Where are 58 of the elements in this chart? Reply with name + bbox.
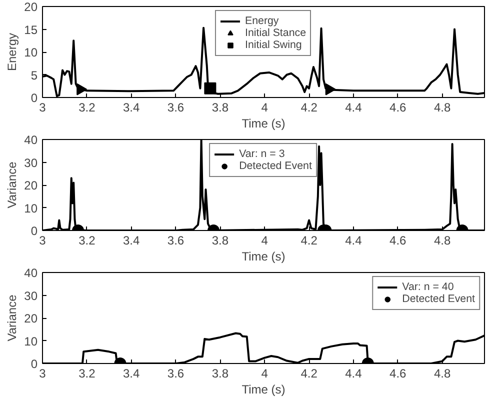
legend-label: Initial Swing <box>244 39 302 51</box>
x-tick-label: 3.8 <box>212 234 229 248</box>
y-tick-label: 0 <box>30 224 38 238</box>
y-tick-label: 15 <box>24 22 38 37</box>
y-tick-label: 10 <box>24 334 38 348</box>
x-tick-label: 3.6 <box>167 100 184 114</box>
y-axis-title: Variance <box>5 161 20 208</box>
legend-label: Energy <box>244 15 279 27</box>
x-tick-label: 3.2 <box>78 100 96 114</box>
legend-label: Detected Event <box>402 293 475 305</box>
legend-label: Var: n = 3 <box>239 148 285 160</box>
x-tick-label: 4.8 <box>434 366 451 380</box>
x-tick-label: 3.4 <box>123 366 140 380</box>
x-axis-title: Time (s) <box>242 116 286 130</box>
x-tick-label: 4 <box>261 366 268 380</box>
x-tick-label: 3.4 <box>123 234 140 248</box>
x-tick-label: 3.8 <box>212 366 229 380</box>
x-axis-title: Time (s) <box>242 250 286 264</box>
x-tick-label: 4.2 <box>300 366 318 380</box>
x-tick-label: 4 <box>261 100 268 114</box>
x-tick-label: 4 <box>261 234 268 248</box>
x-tick-label: 3.2 <box>78 366 96 380</box>
x-tick-label: 3.8 <box>212 100 229 114</box>
y-tick-label: 0 <box>30 91 38 105</box>
x-tick-label: 4.8 <box>434 234 451 248</box>
x-tick-label: 4.4 <box>345 100 362 114</box>
x-tick-label: 3 <box>39 234 46 248</box>
x-tick-label: 3.6 <box>167 366 184 380</box>
y-tick-label: 20 <box>24 0 38 14</box>
y-tick-label: 40 <box>24 266 38 280</box>
x-tick-label: 4.2 <box>300 234 318 248</box>
y-tick-label: 30 <box>24 156 38 170</box>
y-tick-label: 20 <box>24 178 38 192</box>
x-tick-label: 4.6 <box>390 100 407 114</box>
y-tick-label: 20 <box>24 312 38 326</box>
y-tick-label: 30 <box>24 288 38 303</box>
x-tick-label: 4.2 <box>300 100 318 114</box>
x-tick-label: 4.6 <box>390 366 407 380</box>
y-tick-label: 10 <box>24 201 38 216</box>
y-tick-label: 5 <box>30 68 38 82</box>
x-tick-label: 3 <box>39 100 46 114</box>
y-tick-label: 10 <box>24 46 38 60</box>
x-tick-label: 4.4 <box>345 366 362 380</box>
x-axis-title: Time (s) <box>242 382 286 396</box>
y-tick-label: 0 <box>30 357 38 371</box>
x-tick-label: 3.2 <box>78 234 96 248</box>
y-axis-title: Energy <box>5 32 20 72</box>
y-tick-label: 40 <box>24 133 38 147</box>
x-tick-label: 3 <box>39 366 46 380</box>
legend-label: Detected Event <box>239 160 312 172</box>
x-tick-label: 4.4 <box>345 234 362 248</box>
x-tick-label: 3.6 <box>167 234 184 248</box>
legend-label: Var: n = 40 <box>402 281 454 293</box>
x-tick-label: 4.8 <box>434 100 451 114</box>
x-tick-label: 4.6 <box>390 234 407 248</box>
legend-label: Initial Stance <box>244 27 306 39</box>
x-tick-label: 3.4 <box>123 100 140 114</box>
y-axis-title: Variance <box>5 294 20 342</box>
